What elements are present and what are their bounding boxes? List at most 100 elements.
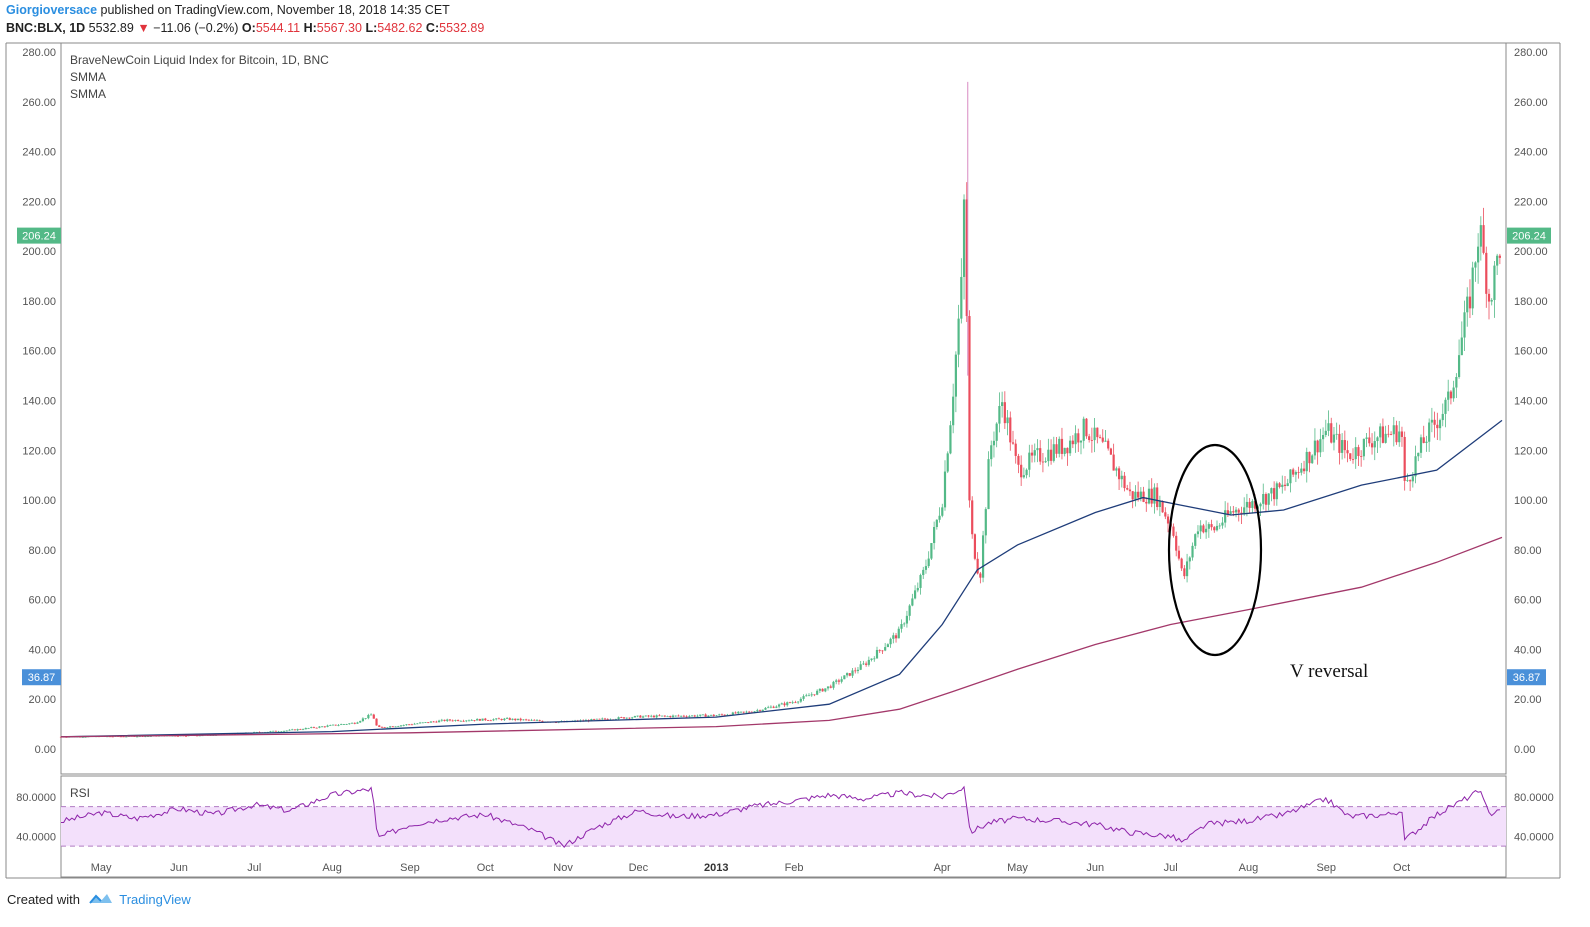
candle-body: [669, 716, 672, 717]
candle-body: [704, 714, 707, 717]
candle-body: [772, 706, 775, 708]
candle-body: [753, 711, 756, 713]
last-price: 5532.89: [88, 21, 134, 35]
price-tick-left: 180.00: [22, 296, 56, 308]
candle-body: [554, 722, 558, 724]
candle-body: [149, 736, 152, 737]
candle-body: [927, 558, 930, 567]
candle-body: [391, 726, 394, 728]
tradingview-brand[interactable]: TradingView: [119, 892, 191, 907]
candle-body: [636, 715, 639, 717]
candle-body: [622, 717, 626, 719]
candle-body: [533, 719, 536, 721]
candle-body: [1262, 494, 1265, 504]
candle-body: [348, 723, 351, 725]
candle-body: [1112, 454, 1115, 471]
candle-body: [598, 718, 601, 720]
candle-body: [1417, 452, 1420, 457]
candle-body: [1088, 436, 1091, 441]
candle-body: [1398, 431, 1401, 443]
price-tick-right: 160.00: [1514, 346, 1548, 358]
candle-body: [1191, 545, 1194, 558]
candle-body: [119, 736, 122, 738]
candle-body: [1180, 558, 1183, 569]
candle-body: [818, 688, 821, 691]
candle-body: [935, 519, 938, 528]
candle-body: [476, 718, 479, 721]
candle-body: [299, 729, 302, 730]
candle-body: [1104, 440, 1107, 442]
candle-body: [65, 737, 68, 738]
candle-body: [1430, 419, 1433, 423]
candle-body: [1425, 441, 1428, 443]
candle-body: [454, 719, 457, 721]
candle-body: [1253, 501, 1257, 509]
candle-body: [1060, 438, 1064, 454]
smma-legend-1[interactable]: SMMA: [70, 70, 106, 84]
candle-body: [525, 719, 528, 721]
candle-body: [136, 736, 139, 738]
candle-body: [1468, 296, 1472, 309]
candle-body: [661, 715, 664, 717]
candle-body: [353, 722, 356, 724]
price-tick-left: 40.00: [28, 644, 56, 656]
candle-body: [84, 736, 87, 738]
candle-body: [383, 727, 386, 728]
candle-body: [938, 515, 941, 520]
candle-body: [440, 719, 443, 721]
price-tick-left: 260.00: [22, 97, 56, 109]
candle-body: [832, 681, 835, 688]
candle-body: [367, 714, 370, 719]
candle-body: [503, 718, 506, 721]
candle-body: [603, 718, 607, 720]
candle-body: [1251, 501, 1254, 508]
candle-body: [1343, 440, 1346, 451]
candle-body: [1245, 501, 1249, 508]
candle-body: [960, 276, 963, 319]
candle-body: [1487, 293, 1491, 302]
candle-body: [786, 702, 789, 706]
publisher-name[interactable]: Giorgioversace: [6, 3, 98, 17]
candle-body: [840, 679, 843, 682]
price-tick-right: 60.00: [1514, 595, 1542, 607]
close-label: C:: [425, 21, 440, 35]
candle-body: [1406, 480, 1409, 481]
candle-body: [1120, 475, 1123, 480]
candle-body: [500, 718, 503, 721]
candle-body: [1479, 225, 1482, 247]
candle-body: [1362, 438, 1365, 457]
candle-body: [984, 509, 987, 536]
price-tick-left: 20.00: [28, 694, 56, 706]
candle-body: [1482, 225, 1485, 253]
candle-body: [835, 680, 838, 682]
candle-body: [511, 718, 514, 720]
candle-body: [1275, 483, 1278, 500]
candle-body: [334, 724, 337, 726]
candle-body: [1490, 299, 1493, 302]
candle-body: [1158, 500, 1161, 508]
candle-body: [813, 694, 816, 696]
rsi-legend[interactable]: RSI: [70, 786, 91, 800]
candle-body: [1313, 440, 1317, 456]
candle-body: [1069, 440, 1072, 454]
candle-body: [465, 720, 468, 722]
candle-body: [1321, 434, 1325, 440]
price-tick-right: 100.00: [1514, 495, 1548, 507]
candle-body: [1153, 487, 1156, 504]
candle-body: [1357, 447, 1360, 457]
time-tick: Aug: [322, 862, 342, 874]
candle-body: [715, 715, 718, 717]
candle-body: [413, 723, 416, 725]
candle-body: [1267, 493, 1270, 505]
candle-body: [639, 715, 642, 718]
candle-body: [380, 726, 384, 728]
candle-body: [701, 714, 705, 716]
smma-legend-2[interactable]: SMMA: [70, 87, 106, 101]
candle-body: [709, 714, 713, 716]
candle-body: [824, 688, 827, 692]
candle-body: [1131, 491, 1134, 500]
price-tick-left: 160.00: [22, 346, 56, 358]
candle-body: [628, 717, 631, 719]
candle-body: [1403, 436, 1406, 481]
